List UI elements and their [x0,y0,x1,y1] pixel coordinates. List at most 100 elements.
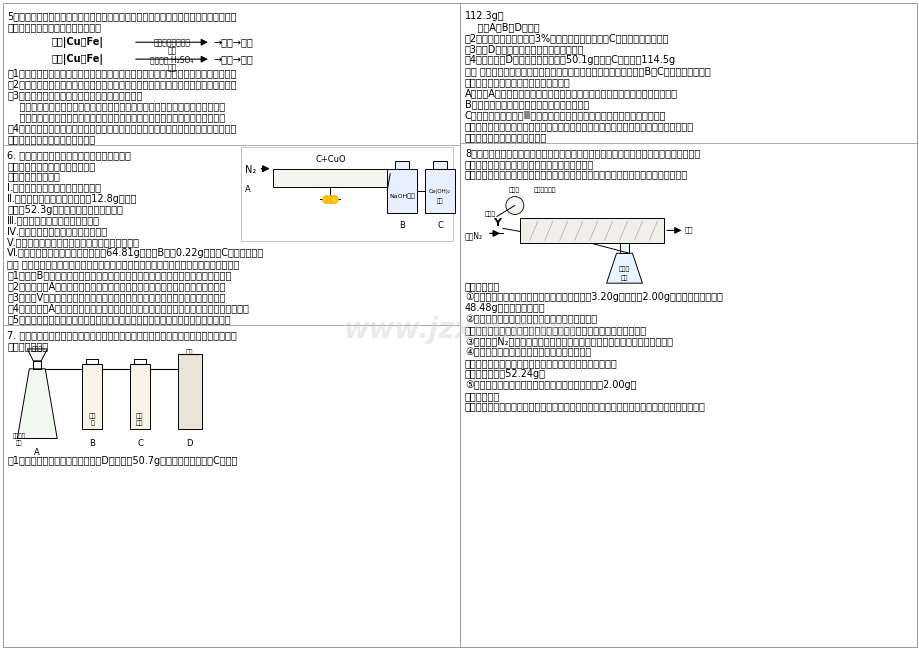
Text: ③停止通入N₂后，夹紧弹簧夹，加热一段时间，澄清石灰水（足量）变浑浊；: ③停止通入N₂后，夹紧弹簧夹，加热一段时间，澄清石灰水（足量）变浑浊； [464,336,673,346]
Text: D: D [187,439,193,447]
Text: Ⅵ.称得玻璃管和剩余固体的总质量为64.81g，装置B增重0.22g，装置C质量未改变。: Ⅵ.称得玻璃管和剩余固体的总质量为64.81g，装置B增重0.22g，装置C质量… [7,248,265,258]
Text: C: C [437,222,443,231]
Bar [241,147,452,241]
Text: B．酒精灯加热的作用是＿＿＿＿＿＿＿＿＿＿: B．酒精灯加热的作用是＿＿＿＿＿＿＿＿＿＿ [464,99,588,109]
Text: 木炭: 木炭 [186,350,193,356]
Text: （3）写出两个实验方案中有关反应的化学方程式：: （3）写出两个实验方案中有关反应的化学方程式： [7,90,142,100]
Polygon shape [28,349,47,361]
Bar [395,161,409,168]
Text: Ⅱ.称取木炭粉和氧化铜的混合物12.8g，装入: Ⅱ.称取木炭粉和氧化铜的混合物12.8g，装入 [7,194,137,203]
Text: ⑤过滤出石灰水中的沉淀，洗涤、烘干后称得质量为2.00g。: ⑤过滤出石灰水中的沉淀，洗涤、烘干后称得质量为2.00g。 [464,380,636,390]
Text: Ⅰ.连接装置，并检查装置的气密性。: Ⅰ.连接装置，并检查装置的气密性。 [7,183,101,192]
Text: 根据实验数据分析，写出该实验中氧化铁与碳发生反应的化学方程式：＿＿＿＿＿＿＿＿＿＿: 根据实验数据分析，写出该实验中氧化铁与碳发生反应的化学方程式：＿＿＿＿＿＿＿＿＿… [464,402,705,411]
Text: ＿＿＿＿＿＿＿＿＿＿＿＿＿＿＿＿＿＿＿＿＿＿＿＿＿＿＿＿＿＿；: ＿＿＿＿＿＿＿＿＿＿＿＿＿＿＿＿＿＿＿＿＿＿＿＿＿＿＿＿＿＿； [464,325,646,335]
Bar [433,161,447,168]
Polygon shape [606,254,641,283]
Text: （4）推测装置A中的气体生成物为＿＿（写化学式），依据是＿＿＿＿＿＿＿＿＿＿＿＿＿: （4）推测装置A中的气体生成物为＿＿（写化学式），依据是＿＿＿＿＿＿＿＿＿＿＿＿… [7,303,249,313]
Text: （5）该实验所用装置存在的缺陷是＿＿＿＿＿＿＿＿＿＿＿＿＿＿＿＿＿＿＿＿＿。: （5）该实验所用装置存在的缺陷是＿＿＿＿＿＿＿＿＿＿＿＿＿＿＿＿＿＿＿＿＿。 [7,314,231,324]
Text: ＿＿＿＿＿＿＿＿＿＿＿＿，冷却至室温，称得硬质玻璃管: ＿＿＿＿＿＿＿＿＿＿＿＿，冷却至室温，称得硬质玻璃管 [464,358,617,368]
Text: 搅拌: 搅拌 [167,63,176,72]
Text: 主要实验步骤如下：: 主要实验步骤如下： [7,172,60,181]
Circle shape [505,196,523,214]
Bar [82,364,102,428]
Bar [387,168,416,213]
Text: C．为减小误差，步骤Ⅲ冷却过程中需要注意的问题是＿＿＿＿＿＿＿＿＿＿: C．为减小误差，步骤Ⅲ冷却过程中需要注意的问题是＿＿＿＿＿＿＿＿＿＿ [464,110,665,120]
Bar [425,168,455,213]
Text: 生石灰: 生石灰 [31,347,43,352]
Text: →过滤→洗涤: →过滤→洗涤 [213,37,254,47]
Text: C+CuO: C+CuO [314,155,346,164]
Text: 加适量硫酸铜溶液: 加适量硫酸铜溶液 [153,38,190,47]
Text: 【数据处理】: 【数据处理】 [464,391,500,400]
Polygon shape [17,369,57,439]
Text: B: B [399,222,404,231]
Circle shape [322,196,330,203]
Text: （3）待D中发生反应，熄灭酒精灯，冷却；: （3）待D中发生反应，熄灭酒精灯，冷却； [464,44,584,54]
Text: 氧化铁在隔绝空气的条件下与过量炭粉完全反应。: 氧化铁在隔绝空气的条件下与过量炭粉完全反应。 [464,159,594,169]
Bar [272,168,390,187]
Text: 5、某工厂产生的铜屑中含有少量铁屑，现要回收利用其中的铜，需除去其中的铁屑，张: 5、某工厂产生的铜屑中含有少量铁屑，现要回收利用其中的铜，需除去其中的铁屑，张 [7,11,236,21]
Text: 7. 某化学小组成功完成了下图所示实验（装置气密性良好），验证了二氧化碳的组成，: 7. 某化学小组成功完成了下图所示实验（装置气密性良好），验证了二氧化碳的组成， [7,330,237,340]
Text: 【查阅资料】氮气不与碳、氧化铁发生反应；氢氧化钡易溶于水，氢氧化钙微溶于水。: 【查阅资料】氮气不与碳、氧化铁发生反应；氢氧化钡易溶于水，氢氧化钙微溶于水。 [464,170,687,179]
Text: A．装置A反应的化学方程式为＿＿＿＿＿＿＿＿＿，该反应属于＿＿＿＿＿反应: A．装置A反应的化学方程式为＿＿＿＿＿＿＿＿＿，该反应属于＿＿＿＿＿反应 [464,88,677,98]
Bar [618,243,629,254]
Text: Ca(OH)₂: Ca(OH)₂ [428,188,450,194]
Text: 氧化碳中碳、氧元素的质量比。: 氧化碳中碳、氧元素的质量比。 [464,132,547,142]
Text: （2）判断装置A中反应结束的依据是＿＿＿＿＿＿＿＿＿＿＿＿＿＿＿＿＿＿＿。: （2）判断装置A中反应结束的依据是＿＿＿＿＿＿＿＿＿＿＿＿＿＿＿＿＿＿＿。 [7,281,226,291]
Text: 112.3g，: 112.3g， [464,11,504,21]
Text: →过滤→洗涤: →过滤→洗涤 [213,54,254,64]
Text: （2）两个方案中都有过滤操作，该操作中必须用到的玻璃仪器有＿＿＿＿＿＿＿＿＿＿: （2）两个方案中都有过滤操作，该操作中必须用到的玻璃仪器有＿＿＿＿＿＿＿＿＿＿ [7,79,236,89]
Text: 方案甲＿＿＿＿＿＿＿＿＿＿＿＿＿＿＿＿＿＿＿＿＿＿＿＿＿＿＿＿＿＿＿＿: 方案甲＿＿＿＿＿＿＿＿＿＿＿＿＿＿＿＿＿＿＿＿＿＿＿＿＿＿＿＿＿＿＿＿ [7,101,225,111]
Text: 已知 碱石灰的成分是氧化钙和氢氧化钠，木炭中的杂质不参与反应，B、C中所装药品足量，: 已知 碱石灰的成分是氧化钙和氢氧化钠，木炭中的杂质不参与反应，B、C中所装药品足… [464,66,710,76]
Text: 方案乙＿＿＿＿＿＿＿＿＿＿＿＿＿＿＿＿＿＿＿＿＿＿＿＿＿＿＿＿＿＿＿＿: 方案乙＿＿＿＿＿＿＿＿＿＿＿＿＿＿＿＿＿＿＿＿＿＿＿＿＿＿＿＿＿＿＿＿ [7,112,225,122]
Text: NaOH溶液: NaOH溶液 [389,194,414,199]
Text: A: A [34,448,40,458]
Text: （3）步骤Ⅴ中通入氮气的目的之一是＿＿＿＿＿＿＿＿＿＿＿＿＿＿＿＿＿＿＿。: （3）步骤Ⅴ中通入氮气的目的之一是＿＿＿＿＿＿＿＿＿＿＿＿＿＿＿＿＿＿＿。 [7,292,225,302]
Text: 已知 在通常情况下，氮气化学性质稳定，不易与其他物质发生化学反应。请回答下列问题: 已知 在通常情况下，氮气化学性质稳定，不易与其他物质发生化学反应。请回答下列问题 [7,259,239,269]
Text: Y: Y [493,218,500,228]
Bar [519,218,664,243]
Text: 山同学设计了甲、乙两个实验方案：: 山同学设计了甲、乙两个实验方案： [7,22,101,32]
Text: Ⅲ.通一段时间氮气后，夹紧弹簧夹: Ⅲ.通一段时间氮气后，夹紧弹簧夹 [7,215,99,226]
Text: N₂: N₂ [244,164,255,175]
Text: Ⅳ.加热玻璃管，使反应物充分反应。: Ⅳ.加热玻璃管，使反应物充分反应。 [7,226,108,237]
Text: （4）你能否再设计一个不同原理的方案？写出你的方案＿＿＿＿＿＿＿＿＿＿＿＿＿＿: （4）你能否再设计一个不同原理的方案？写出你的方案＿＿＿＿＿＿＿＿＿＿＿＿＿＿ [7,123,236,133]
Text: B: B [89,439,95,447]
Text: 能完全吸收相关物质。请回答下列问题：: 能完全吸收相关物质。请回答下列问题： [464,77,570,87]
Text: 质量为52.3g的玻璃管中。连接好装置。: 质量为52.3g的玻璃管中。连接好装置。 [7,205,123,214]
Text: （1）以上两个实验方案中，从回收利用率角度考虑，你愿意选择＿＿＿＿＿＿＿＿＿。: （1）以上两个实验方案中，从回收利用率角度考虑，你愿意选择＿＿＿＿＿＿＿＿＿。 [7,68,236,78]
Text: A: A [244,185,250,194]
Circle shape [326,196,334,203]
Text: 尾气: 尾气 [684,226,692,233]
Text: 炭粉、氧化铁: 炭粉、氧化铁 [533,188,555,193]
Text: 二氧
化碳: 二氧 化碳 [136,413,143,426]
Text: 和固体总质量为52.24g；: 和固体总质量为52.24g； [464,369,545,379]
Bar [177,354,201,428]
Text: 溶液: 溶液 [437,198,443,204]
Text: ＿＿＿＿＿＿＿＿＿＿＿＿＿＿＿: ＿＿＿＿＿＿＿＿＿＿＿＿＿＿＿ [7,134,96,144]
Text: 干燥N₂: 干燥N₂ [464,231,482,240]
Text: 过氧化氢
液体: 过氧化氢 液体 [13,434,26,446]
Text: 乙：|Cu、Fe|: 乙：|Cu、Fe| [51,54,103,65]
Text: 探究过程如下：: 探究过程如下： [7,341,49,351]
Text: 棉花团: 棉花团 [508,188,520,193]
Text: （1）装置B中发生反应的化学方程式为＿＿＿＿＿＿＿＿＿＿＿＿＿＿＿＿＿＿＿。: （1）装置B中发生反应的化学方程式为＿＿＿＿＿＿＿＿＿＿＿＿＿＿＿＿＿＿＿。 [7,270,232,280]
Text: ④待反应结束，再缓缓通入一段时间氮气目的是: ④待反应结束，再缓缓通入一段时间氮气目的是 [464,347,591,357]
Text: C: C [137,439,142,447]
Text: 碱石
灰: 碱石 灰 [88,413,96,426]
Text: 6. 某化学小组利用下图所示的装置探究木炭粉: 6. 某化学小组利用下图所示的装置探究木炭粉 [7,150,131,160]
Text: www.jzxin.com: www.jzxin.com [343,316,576,344]
Bar [130,364,150,428]
Text: 甲：|Cu、Fe|: 甲：|Cu、Fe| [51,37,103,48]
Text: 澄清: 澄清 [620,275,628,281]
Text: 48.48g的硬质玻璃管中；: 48.48g的硬质玻璃管中； [464,303,545,313]
Text: 弹簧夹: 弹簧夹 [484,211,495,217]
Text: 根据实验数据计算参加反应的氧气的质量为（列式并计算）＿＿＿＿＿＿，从而计算出二: 根据实验数据计算参加反应的氧气的质量为（列式并计算）＿＿＿＿＿＿，从而计算出二 [464,121,693,131]
Text: 加适量稀 H₂SO₄: 加适量稀 H₂SO₄ [150,55,193,64]
Text: （4）称量试管D及剩余固体的质量为50.1g，装置C的质量为114.5g: （4）称量试管D及剩余固体的质量为50.1g，装置C的质量为114.5g [464,55,675,65]
Text: 搅拌: 搅拌 [167,46,176,55]
Circle shape [330,196,338,203]
Text: （1）称量装有干燥块状木炭的试管D，质量为50.7g，装有碱石灰的装置C质量为: （1）称量装有干燥块状木炭的试管D，质量为50.7g，装有碱石灰的装置C质量为 [7,456,237,467]
Text: ②加热前，先通一段时间纯净干燥的氮气，目的是: ②加热前，先通一段时间纯净干燥的氮气，目的是 [464,314,596,324]
Text: （2）从长颈漏斗加入足量3%的过氧化氢溶液，连接C装置，点燃酒精灯；: （2）从长颈漏斗加入足量3%的过氧化氢溶液，连接C装置，点燃酒精灯； [464,33,669,44]
